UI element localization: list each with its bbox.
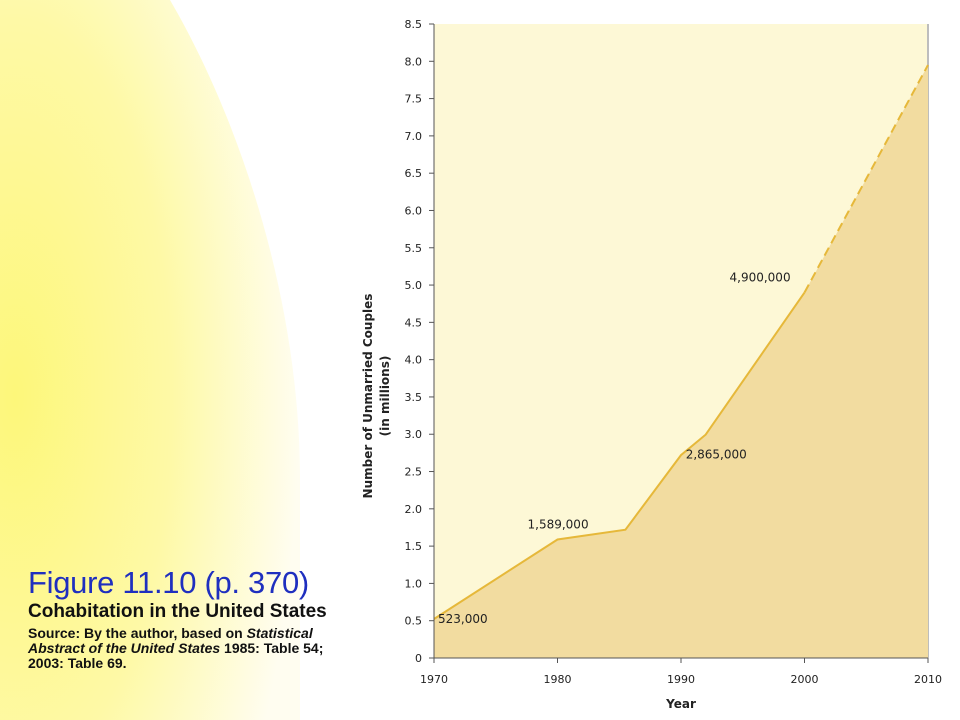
y-tick-label: 5.5 bbox=[405, 242, 423, 255]
y-tick-label: 8.0 bbox=[405, 55, 423, 68]
y-tick-label: 2.5 bbox=[405, 466, 423, 479]
y-tick-label: 4.5 bbox=[405, 316, 423, 329]
x-tick-label: 2010 bbox=[914, 673, 942, 686]
y-tick-label: 1.0 bbox=[405, 577, 423, 590]
data-label: 1,589,000 bbox=[528, 517, 589, 531]
series-line-projected bbox=[803, 64, 929, 293]
figure-subtitle: Cohabitation in the United States bbox=[28, 601, 327, 622]
area-fill bbox=[434, 65, 928, 658]
y-tick-label: 3.5 bbox=[405, 391, 423, 404]
y-tick-label: 8.5 bbox=[405, 18, 423, 31]
y-tick-label: 1.5 bbox=[405, 540, 423, 553]
y-axis-title-group: Number of Unmarried Couples (in millions) bbox=[361, 294, 392, 499]
x-axis-title: Year bbox=[665, 697, 696, 711]
figure-title: Figure 11.10 (p. 370) bbox=[28, 565, 309, 600]
y-tick-label: 0 bbox=[415, 652, 422, 665]
source-suffix: 1985: Table 54; 2003: Table 69. bbox=[28, 640, 324, 671]
source-title: Statistical Abstract of the United State… bbox=[28, 625, 313, 656]
x-tick-label: 1980 bbox=[544, 673, 572, 686]
source-prefix: Source: By the author, based on bbox=[28, 625, 247, 641]
y-tick-label: 7.5 bbox=[405, 93, 423, 106]
x-tick-label: 1990 bbox=[667, 673, 695, 686]
x-tick-label: 2000 bbox=[791, 673, 819, 686]
y-tick-label: 5.0 bbox=[405, 279, 423, 292]
y-tick-label: 6.0 bbox=[405, 204, 423, 217]
x-tick-label: 1970 bbox=[420, 673, 448, 686]
data-label: 523,000 bbox=[438, 612, 488, 626]
data-label: 2,865,000 bbox=[686, 447, 747, 461]
y-tick-label: 2.0 bbox=[405, 503, 423, 516]
y-axis-subtitle: (in millions) bbox=[378, 356, 392, 437]
y-axis-title: Number of Unmarried Couples bbox=[361, 294, 375, 499]
y-tick-label: 0.5 bbox=[405, 615, 423, 628]
figure-caption: Figure 11.10 (p. 370) Cohabitation in th… bbox=[28, 566, 358, 671]
y-tick-label: 7.0 bbox=[405, 130, 423, 143]
y-tick-label: 6.5 bbox=[405, 167, 423, 180]
y-tick-label: 3.0 bbox=[405, 428, 423, 441]
series-line bbox=[433, 291, 806, 620]
figure-source: Source: By the author, based on Statisti… bbox=[28, 626, 358, 671]
y-tick-label: 4.0 bbox=[405, 354, 423, 367]
slide-yellow-shape bbox=[0, 0, 300, 720]
data-label: 4,900,000 bbox=[730, 271, 791, 285]
